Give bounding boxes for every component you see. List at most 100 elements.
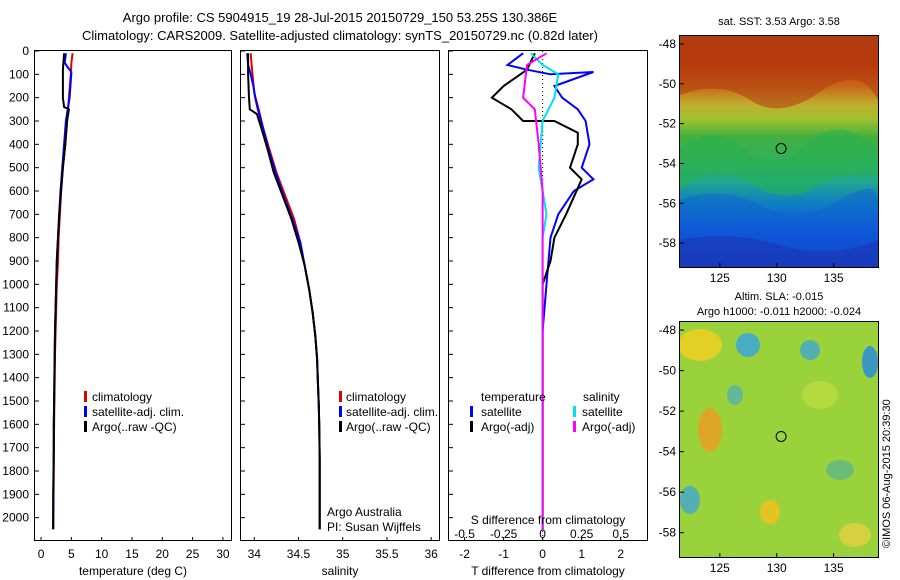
x-tick-label: 10 (95, 547, 109, 561)
map-y-tick-label: -50 (659, 77, 677, 91)
sla-low-3 (862, 346, 878, 378)
legend-swatch-t-argo (470, 421, 473, 432)
x-tick-label: 1 (578, 547, 585, 561)
y-tick-label: 800 (9, 231, 29, 245)
y-tick-label: 400 (9, 137, 29, 151)
difference-panel: -2 -1 0 1 2 -0.5 -0.25 0 0.25 0.5 (449, 50, 629, 561)
map-y-tick-label: -58 (659, 526, 677, 540)
map-y-tick-label: -56 (659, 485, 677, 499)
legend-label-satellite: satellite-adj. clim. (92, 405, 184, 419)
imos-timestamp: ©IMOS 06-Aug-2015 20:39:30 (881, 399, 893, 548)
legend-label-t-satellite: satellite (481, 405, 522, 419)
series-s-satellite (530, 52, 560, 530)
x-tick-label: -2 (459, 547, 470, 561)
salinity-legend: climatology satellite-adj. clim. Argo(..… (339, 390, 438, 434)
y-tick-label: 1000 (2, 277, 29, 291)
series-argo-raw-qc (52, 53, 71, 530)
legend-swatch-argo (339, 421, 342, 432)
salinity-xlabel: salinity (322, 564, 359, 578)
sst-coldest-band (680, 236, 878, 267)
map-y-tick-label: -52 (659, 117, 677, 131)
sla-map-subtitle: Argo h1000: -0.011 h2000: -0.024 (697, 306, 861, 318)
map-y-tick-label: -58 (659, 236, 677, 250)
legend-swatch-satellite (339, 406, 342, 417)
sla-low-2 (800, 340, 820, 360)
legend-swatch-satellite (84, 406, 87, 417)
legend-label-satellite: satellite-adj. clim. (346, 405, 438, 419)
x-tick-label: 5 (68, 547, 75, 561)
sst-map-image (680, 36, 878, 267)
x-tick-label: 34 (248, 547, 262, 561)
map-y-tick-label: -54 (659, 156, 677, 170)
sla-map-image (680, 322, 878, 557)
difference-legend: temperature salinity satellite Argo(-adj… (470, 390, 635, 434)
x2-tick-label: 0 (539, 527, 546, 541)
y-tick-label: 1700 (2, 441, 29, 455)
sst-map-frame (679, 35, 879, 268)
y-tick-label: 1100 (3, 301, 29, 315)
map-x-tick-label: 135 (824, 271, 844, 285)
x2-tick-label: 0.5 (612, 527, 629, 541)
x2-tick-label: -0.5 (454, 527, 475, 541)
y-tick-label: 1500 (2, 394, 29, 408)
sst-meander (680, 129, 878, 196)
temperature-xlabel: temperature (deg C) (79, 564, 187, 578)
sst-warm-band (680, 36, 878, 109)
map-x-tick-label: 130 (767, 561, 787, 575)
difference-x2label: S difference from climatology (471, 513, 626, 527)
sla-high-4 (802, 381, 838, 409)
legend-title-salinity: salinity (583, 390, 620, 404)
x-tick-label: 35 (336, 547, 350, 561)
sla-map-axes: 125 130 135 -48 -50 -52 -54 -56 -58 (659, 323, 844, 575)
legend-label-climatology: climatology (346, 390, 406, 404)
x-tick-label: 20 (156, 547, 170, 561)
y-tick-label: 300 (9, 114, 29, 128)
sla-high-2 (698, 408, 722, 452)
sst-map-title: sat. SST: 3.53 Argo: 3.58 (718, 16, 840, 28)
x-tick-label: 15 (125, 547, 139, 561)
y-tick-label: 500 (9, 161, 29, 175)
x-tick-label: 0 (539, 547, 546, 561)
sla-high-3 (760, 500, 780, 524)
difference-axes (448, 50, 648, 541)
y-tick-label: 1400 (2, 371, 29, 385)
legend-swatch-climatology (84, 391, 87, 402)
y-tick-label: 0 (22, 44, 29, 58)
y-tick-label: 1800 (2, 464, 29, 478)
map-x-tick-label: 130 (767, 271, 787, 285)
x-tick-label: 35.5 (375, 547, 399, 561)
map-x-tick-label: 125 (710, 271, 730, 285)
x-tick-label: 34.5 (287, 547, 311, 561)
map-y-tick-label: -56 (659, 196, 677, 210)
map-y-tick-label: -50 (659, 364, 677, 378)
difference-xlabel: T difference from climatology (471, 564, 625, 578)
sla-low-6 (727, 385, 743, 405)
series-t-satellite (505, 52, 596, 530)
y-tick-label: 1600 (2, 417, 29, 431)
legend-swatch-s-satellite (573, 406, 576, 417)
sla-low-1 (736, 333, 760, 357)
map-y-tick-label: -48 (659, 323, 677, 337)
legend-label-argo: Argo(..raw -QC) (346, 420, 431, 434)
x-tick-label: -1 (498, 547, 509, 561)
x-tick-label: 2 (617, 547, 624, 561)
header-line-1: Argo profile: CS 5904915_19 28-Jul-2015 … (123, 10, 558, 25)
y-tick-label: 200 (9, 91, 29, 105)
y-tick-label: 100 (9, 67, 29, 81)
x-tick-label: 36 (424, 547, 438, 561)
y-tick-label: 700 (9, 207, 29, 221)
temperature-axes (34, 50, 232, 541)
temperature-legend: climatology satellite-adj. clim. Argo(..… (84, 390, 184, 434)
sst-map-axes: 125 130 135 -48 -50 -52 -54 -56 -58 (659, 37, 844, 285)
map-x-tick-label: 135 (824, 561, 844, 575)
argo-location-marker (775, 430, 787, 442)
legend-label-s-argo: Argo(-adj) (582, 420, 635, 434)
legend-swatch-argo (84, 421, 87, 432)
map-x-tick-label: 125 (710, 561, 730, 575)
y-tick-label: 2000 (2, 511, 29, 525)
sla-low-5 (826, 460, 854, 480)
legend-label-climatology: climatology (92, 390, 152, 404)
y-tick-label: 1200 (2, 324, 29, 338)
salinity-panel: 34 34.5 35 35.5 36 (241, 50, 438, 561)
